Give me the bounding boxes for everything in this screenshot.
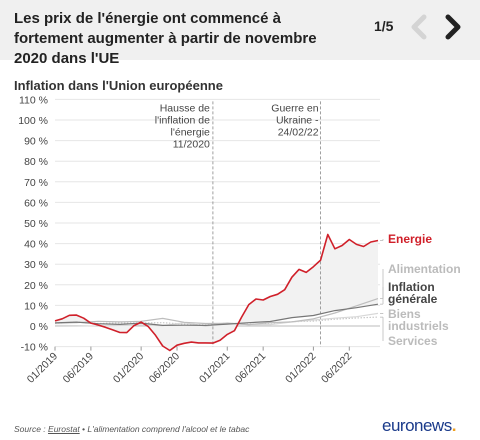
legend-label: Biens: [388, 307, 421, 321]
source-note: Source : Eurostat • L'alimentation compr…: [14, 424, 249, 434]
y-tick-label: 30 %: [24, 259, 48, 271]
x-tick-label: 06/2020: [147, 350, 182, 385]
x-tick-label: 06/2019: [61, 350, 96, 385]
chart-subtitle: Inflation dans l'Union européenne: [14, 78, 223, 93]
source-link[interactable]: Eurostat: [48, 424, 80, 434]
legend-label: générale: [388, 292, 438, 306]
annotation-label: l'énergie: [171, 126, 211, 138]
annotation-label: Guerre en: [271, 102, 318, 114]
annotation-label: 11/2020: [173, 138, 210, 150]
annotation-label: Hausse de: [160, 102, 210, 114]
y-tick-label: 90 %: [24, 136, 48, 148]
x-tick-label: 01/2022: [283, 350, 318, 385]
chevron-right-icon: [445, 14, 461, 40]
x-tick-label: 01/2020: [111, 350, 146, 385]
x-tick-label: 01/2019: [25, 350, 60, 385]
x-tick-label: 06/2021: [233, 350, 268, 385]
legend-label: Services: [388, 334, 438, 348]
annotation-label: l'inflation de: [155, 114, 210, 126]
series-line-inflation-generale: [54, 303, 379, 326]
y-tick-label: 20 %: [24, 280, 48, 292]
y-tick-label: 0 %: [30, 321, 48, 333]
y-tick-label: 100 %: [18, 115, 48, 127]
y-tick-label: 110 %: [19, 94, 48, 106]
legend-label: Alimentation: [388, 262, 461, 276]
y-tick-label: 80 %: [24, 156, 48, 168]
annotation-label: 24/02/22: [278, 126, 319, 138]
logo-dot: .: [451, 416, 457, 435]
page-counter: 1/5: [374, 18, 394, 34]
series-line-alimentation: [54, 298, 379, 326]
x-tick-label: 06/2022: [319, 350, 354, 385]
source-description: • L'alimentation comprend l'alcool et le…: [79, 424, 250, 434]
previous-button[interactable]: [408, 13, 432, 41]
y-tick-label: 50 %: [24, 218, 48, 230]
euronews-logo: euronews.: [382, 416, 456, 436]
inflation-chart: -10 % 0 % 10 % 20 % 30 % 40 % 50 % 60 % 70 % 80 %…: [18, 94, 461, 385]
y-tick-label: 70 %: [24, 177, 48, 189]
logo-text: euronews: [382, 416, 452, 435]
legend-label: Energie: [388, 232, 432, 246]
chevron-left-icon: [411, 14, 427, 40]
legend-label: industriels: [388, 319, 449, 333]
y-tick-label: 10 %: [24, 300, 48, 312]
annotation-label: Ukraine -: [276, 114, 319, 126]
next-button[interactable]: [440, 13, 464, 41]
source-prefix: Source :: [14, 424, 49, 434]
y-tick-label: -10 %: [21, 342, 48, 354]
legend-label: Inflation: [388, 280, 435, 294]
energy-gap-area: [55, 234, 378, 351]
y-tick-label: 60 %: [24, 197, 48, 209]
series-line-energie: [54, 233, 379, 352]
header-bar: Les prix de l'énergie ont commencé à for…: [0, 0, 480, 67]
y-tick-label: 40 %: [24, 239, 48, 251]
x-tick-label: 01/2021: [197, 350, 232, 385]
page-title: Les prix de l'énergie ont commencé à for…: [14, 10, 317, 67]
